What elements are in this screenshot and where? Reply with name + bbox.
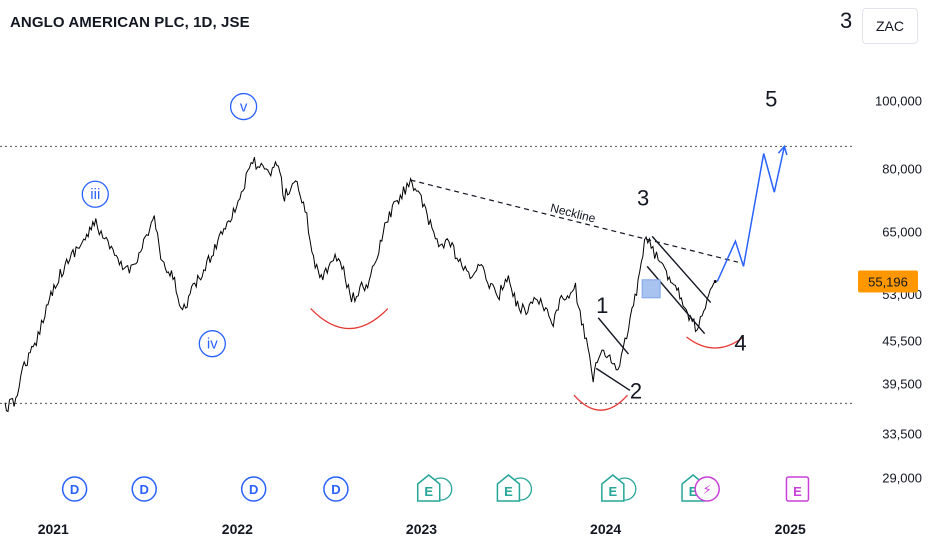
wave-label-iv: iv	[207, 336, 218, 353]
cup-arc-2022	[310, 308, 389, 330]
wave-label-iii: iii	[90, 186, 100, 203]
wave-label-v: v	[240, 99, 248, 116]
y-tick-label: 33,500	[882, 427, 922, 442]
earnings-badge-label: E	[504, 484, 513, 499]
price-series-line	[4, 157, 716, 413]
chart-title: ANGLO AMERICAN PLC, 1D, JSE	[10, 14, 250, 31]
wave-count-label: 3	[840, 8, 853, 33]
wave2-channel-line	[595, 367, 631, 392]
wave-label-circle	[198, 330, 226, 358]
currency-button[interactable]: ZAC	[862, 8, 918, 44]
wave-label-circle	[229, 92, 258, 121]
cup-arc-2024	[573, 394, 628, 411]
wave-label-1: 1	[596, 293, 608, 318]
y-tick-label: 100,000	[875, 93, 922, 108]
y-tick-label: 29,000	[882, 471, 922, 486]
wave-label-5: 5	[765, 87, 777, 112]
projection-arrowhead	[777, 144, 788, 156]
wave-label-2: 2	[630, 378, 642, 403]
earnings-badge[interactable]	[601, 474, 625, 502]
wave2-channel-line	[597, 317, 630, 355]
last-price-label: 55,196	[868, 274, 908, 289]
y-tick-label: 65,000	[882, 225, 922, 240]
marker-box	[641, 279, 661, 299]
price-last-point	[713, 279, 717, 283]
cup-arc-wave4	[686, 336, 744, 349]
dividend-badge[interactable]	[240, 476, 267, 502]
wave4-channel-line	[651, 235, 712, 304]
last-price-tag	[858, 270, 918, 293]
dividend-badge-label: D	[249, 482, 258, 497]
earnings-badge[interactable]	[785, 476, 810, 502]
y-tick-label: 39,500	[882, 376, 922, 391]
event-badge-icon: ⚡	[703, 482, 712, 497]
earnings-badge-label: E	[793, 484, 802, 499]
earnings-badge-label: E	[424, 484, 433, 499]
dividend-badge-label: D	[331, 482, 340, 497]
neckline	[410, 179, 739, 263]
projection-path	[716, 146, 786, 282]
y-tick-label: 80,000	[882, 161, 922, 176]
earnings-badge-label: E	[609, 484, 618, 499]
dividend-badge-label: D	[140, 482, 149, 497]
x-tick-label: 2025	[775, 521, 806, 537]
x-tick-label: 2024	[590, 521, 621, 537]
event-badge[interactable]	[694, 476, 720, 502]
x-tick-label: 2023	[406, 521, 437, 537]
wave4-channel-line	[646, 265, 706, 335]
wave-label-circle	[81, 180, 109, 208]
x-tick-label: 2022	[222, 521, 253, 537]
dividend-badge[interactable]	[61, 476, 88, 502]
dividend-badge-label: D	[70, 482, 79, 497]
wave-label-4: 4	[734, 331, 746, 356]
earnings-badge-label: E	[689, 484, 698, 499]
y-tick-label: 45,500	[882, 333, 922, 348]
neckline-label: Neckline	[549, 201, 597, 226]
earnings-badge[interactable]	[416, 474, 441, 502]
dividend-badge[interactable]	[323, 476, 349, 502]
earnings-badge[interactable]	[496, 474, 521, 502]
wave-label-3: 3	[637, 186, 649, 211]
x-tick-label: 2021	[38, 521, 69, 537]
dividend-badge[interactable]	[131, 476, 157, 502]
